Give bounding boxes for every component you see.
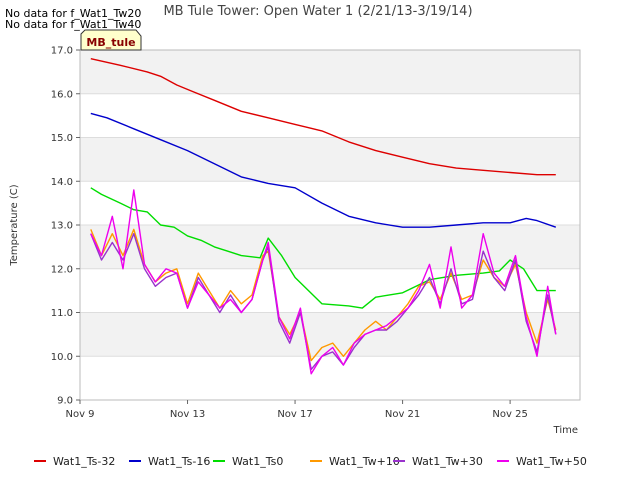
y-tick-label: 14.0 — [51, 177, 73, 188]
legend-item: Wat1_Tw+30 — [393, 455, 483, 468]
legend-label: Wat1_Tw+50 — [516, 455, 587, 468]
legend-label: Wat1_Tw+10 — [329, 455, 400, 468]
plot-background-bands — [80, 50, 580, 400]
y-axis-ticks: 9.0 10.0 11.0 12.0 13.0 14.0 15.0 16.0 17.0 — [51, 46, 80, 407]
legend-item: Wat1_Ts-16 — [129, 455, 210, 468]
y-tick-label: 13.0 — [51, 221, 73, 232]
y-tick-label: 9.0 — [57, 396, 73, 407]
legend-label: Wat1_Ts-16 — [148, 455, 210, 468]
legend-label: Wat1_Ts-32 — [53, 455, 115, 468]
site-badge: MB_tule — [80, 29, 142, 51]
y-tick-label: 16.0 — [51, 89, 73, 100]
x-tick-label: Nov 17 — [277, 409, 312, 420]
legend-label: Wat1_Tw+30 — [412, 455, 483, 468]
y-tick-label: 10.0 — [51, 352, 73, 363]
legend-label: Wat1_Ts0 — [232, 455, 283, 468]
chart-title: MB Tule Tower: Open Water 1 (2/21/13-3/1… — [163, 4, 472, 19]
series-line-wat1-ts0 — [90, 187, 556, 309]
legend-item: Wat1_Tw+10 — [310, 455, 400, 468]
x-tick-label: Nov 9 — [65, 409, 94, 420]
plot-band — [80, 225, 580, 269]
legend-item: Wat1_Tw+50 — [497, 455, 587, 468]
legend: Wat1_Ts-32 Wat1_Ts-16 Wat1_Ts0 Wat1_Tw+10 Wa… — [34, 455, 587, 468]
x-tick-label: Nov 25 — [492, 409, 527, 420]
y-tick-label: 12.0 — [51, 264, 73, 275]
legend-item: Wat1_Ts-32 — [34, 455, 115, 468]
series-line-wat1-tw-50 — [90, 189, 557, 375]
x-tick-label: Nov 13 — [170, 409, 205, 420]
series-line-wat1-ts-32 — [90, 58, 556, 176]
no-data-note-tw20: No data for f_Wat1_Tw20 — [5, 7, 142, 20]
site-badge-label: MB_tule — [86, 36, 135, 49]
y-tick-label: 11.0 — [51, 308, 73, 319]
plot-band — [80, 137, 580, 182]
legend-item: Wat1_Ts0 — [213, 455, 283, 468]
series-line-wat1-tw-10 — [90, 228, 557, 362]
series-line-wat1-ts-16 — [90, 112, 557, 228]
x-axis-ticks: Nov 9 Nov 13 Nov 17 Nov 21 Nov 25 — [65, 400, 528, 420]
series-lines — [90, 58, 557, 375]
y-tick-label: 17.0 — [51, 46, 73, 57]
plot-band — [80, 50, 580, 94]
y-tick-label: 15.0 — [51, 133, 73, 144]
y-axis-label: Temperature (C) — [9, 184, 20, 266]
x-tick-label: Nov 21 — [385, 409, 420, 420]
no-data-note-tw40: No data for f_Wat1_Tw40 — [5, 18, 142, 31]
x-axis-label: Time — [553, 425, 578, 436]
